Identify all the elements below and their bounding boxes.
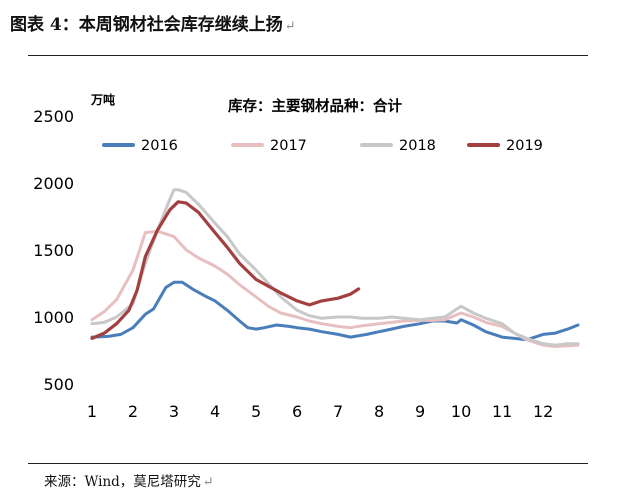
x-tick-label: 8 (374, 402, 384, 421)
x-axis: 1 2 3 4 5 6 7 8 9 10 11 12 (87, 402, 553, 421)
legend-label: 2019 (506, 138, 543, 154)
legend-item-2017: 2017 (231, 138, 307, 154)
legend-label: 2016 (141, 138, 178, 154)
source-text: 来源：Wind，莫尼塔研究 (44, 474, 201, 490)
legend-item-2019: 2019 (467, 138, 543, 154)
series-line-2017 (90, 229, 580, 348)
legend-item-2016: 2016 (102, 138, 178, 154)
paragraph-mark-icon: ↵ (284, 19, 296, 34)
y-tick-label: 500 (43, 375, 74, 394)
series-line-2019 (90, 200, 361, 340)
x-tick-label: 9 (415, 402, 425, 421)
x-tick-label: 3 (169, 402, 179, 421)
x-tick-label: 1 (87, 402, 97, 421)
x-tick-label: 5 (251, 402, 261, 421)
legend: 2016 2017 2018 2019 (102, 138, 543, 154)
paragraph-mark-icon: ↵ (202, 475, 214, 490)
y-tick-label: 2500 (33, 107, 74, 126)
y-axis: 500 1000 1500 2000 2500 (33, 107, 74, 394)
x-tick-label: 11 (492, 402, 512, 421)
x-tick-label: 12 (533, 402, 553, 421)
bottom-rule (28, 463, 588, 464)
y-tick-label: 2000 (33, 174, 74, 193)
series-line-2016 (90, 280, 580, 342)
top-rule (28, 55, 588, 56)
chart-title: 库存：主要钢材品种：合计 (228, 97, 402, 115)
legend-item-2018: 2018 (360, 138, 436, 154)
x-tick-label: 2 (128, 402, 138, 421)
y-tick-label: 1500 (33, 241, 74, 260)
x-tick-label: 10 (451, 402, 471, 421)
figure-caption-text: 图表 4：本周钢材社会库存继续上扬 (10, 15, 283, 35)
x-tick-label: 7 (333, 402, 343, 421)
source-note: 来源：Wind，莫尼塔研究 ↵ (44, 470, 214, 490)
x-tick-label: 6 (292, 402, 302, 421)
series-line-2018 (90, 188, 580, 347)
legend-label: 2018 (399, 138, 436, 154)
x-tick-label: 4 (210, 402, 220, 421)
legend-label: 2017 (270, 138, 307, 154)
figure-caption: 图表 4：本周钢材社会库存继续上扬 ↵ (10, 10, 296, 35)
y-tick-label: 1000 (33, 308, 74, 327)
plot-lines (90, 188, 580, 348)
unit-label: 万吨 (90, 92, 115, 107)
